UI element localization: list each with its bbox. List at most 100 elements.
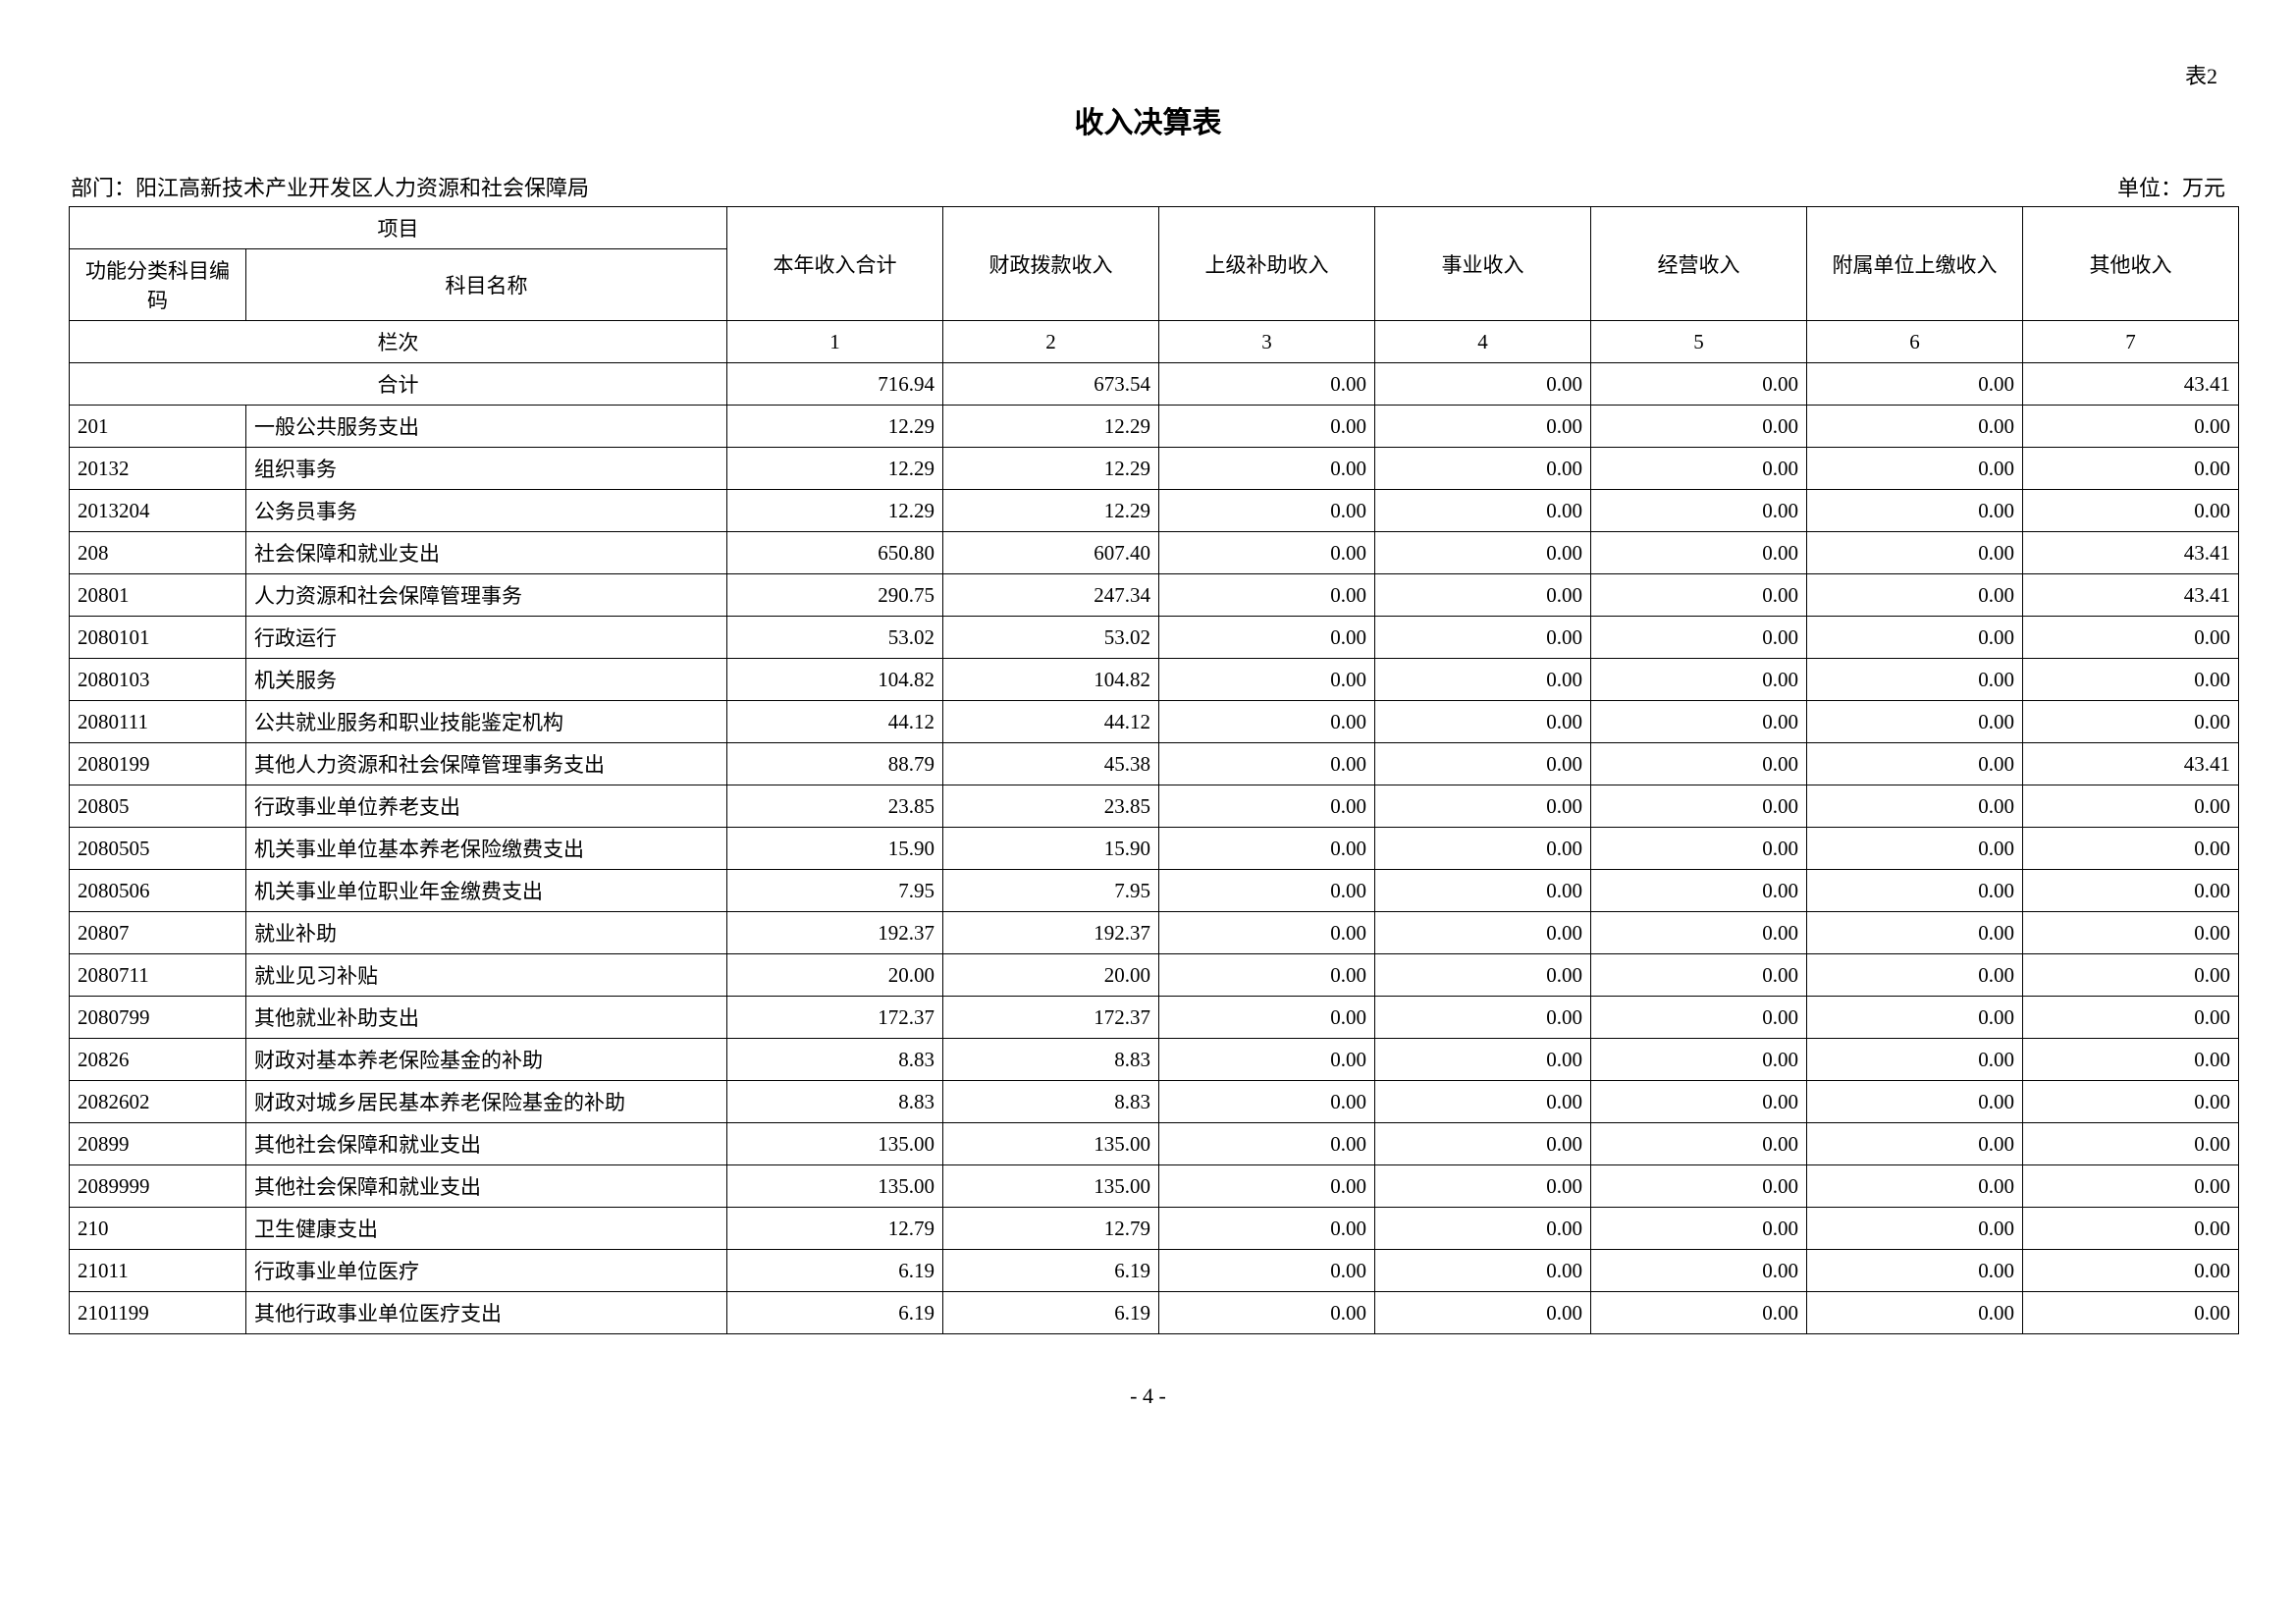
value-cell: 0.00 — [1375, 1208, 1591, 1250]
value-cell: 0.00 — [2023, 659, 2239, 701]
value-cell: 0.00 — [1375, 406, 1591, 448]
header-col-3: 上级补助收入 — [1159, 207, 1375, 321]
table-label: 表2 — [69, 59, 2227, 90]
value-cell: 0.00 — [1159, 1039, 1375, 1081]
department-prefix: 部门： — [71, 176, 135, 200]
value-cell: 44.12 — [943, 701, 1159, 743]
value-cell: 6.19 — [943, 1250, 1159, 1292]
value-cell: 12.29 — [727, 406, 943, 448]
value-cell: 0.00 — [2023, 997, 2239, 1039]
value-cell: 0.00 — [1591, 1250, 1807, 1292]
value-cell: 0.00 — [1375, 828, 1591, 870]
value-cell: 0.00 — [1159, 406, 1375, 448]
table-row: 20899其他社会保障和就业支出135.00135.000.000.000.00… — [70, 1123, 2239, 1165]
value-cell: 0.00 — [1807, 997, 2023, 1039]
value-cell: 0.00 — [1591, 490, 1807, 532]
table-row: 2089999其他社会保障和就业支出135.00135.000.000.000.… — [70, 1165, 2239, 1208]
value-cell: 0.00 — [1159, 701, 1375, 743]
value-cell: 0.00 — [1807, 532, 2023, 574]
value-cell: 0.00 — [1375, 448, 1591, 490]
value-cell: 247.34 — [943, 574, 1159, 617]
value-cell: 0.00 — [2023, 785, 2239, 828]
value-cell: 8.83 — [727, 1039, 943, 1081]
table-row: 2080111公共就业服务和职业技能鉴定机构44.1244.120.000.00… — [70, 701, 2239, 743]
lanci-4: 4 — [1375, 321, 1591, 363]
code-cell: 2082602 — [70, 1081, 246, 1123]
value-cell: 0.00 — [1375, 701, 1591, 743]
value-cell: 0.00 — [1375, 785, 1591, 828]
value-cell: 135.00 — [727, 1123, 943, 1165]
table-row: 2080506机关事业单位职业年金缴费支出7.957.950.000.000.0… — [70, 870, 2239, 912]
table-row: 2080505机关事业单位基本养老保险缴费支出15.9015.900.000.0… — [70, 828, 2239, 870]
value-cell: 607.40 — [943, 532, 1159, 574]
value-cell: 0.00 — [1807, 448, 2023, 490]
value-cell: 43.41 — [2023, 363, 2239, 406]
value-cell: 0.00 — [1807, 828, 2023, 870]
lanci-6: 6 — [1807, 321, 2023, 363]
code-cell: 20132 — [70, 448, 246, 490]
value-cell: 0.00 — [2023, 701, 2239, 743]
value-cell: 0.00 — [1375, 997, 1591, 1039]
value-cell: 650.80 — [727, 532, 943, 574]
unit-label: 单位：万元 — [2117, 171, 2225, 202]
header-col-7: 其他收入 — [2023, 207, 2239, 321]
value-cell: 0.00 — [1807, 1081, 2023, 1123]
table-row: 210卫生健康支出12.7912.790.000.000.000.000.00 — [70, 1208, 2239, 1250]
value-cell: 8.83 — [943, 1039, 1159, 1081]
name-cell: 机关事业单位基本养老保险缴费支出 — [246, 828, 727, 870]
page-number: - 4 - — [69, 1383, 2227, 1409]
table-row: 2080199其他人力资源和社会保障管理事务支出88.7945.380.000.… — [70, 743, 2239, 785]
value-cell: 0.00 — [1807, 1123, 2023, 1165]
code-cell: 2080506 — [70, 870, 246, 912]
value-cell: 0.00 — [1159, 1081, 1375, 1123]
table-row: 20132组织事务12.2912.290.000.000.000.000.00 — [70, 448, 2239, 490]
value-cell: 0.00 — [1807, 363, 2023, 406]
value-cell: 0.00 — [1807, 406, 2023, 448]
value-cell: 0.00 — [1159, 1250, 1375, 1292]
table-row: 201一般公共服务支出12.2912.290.000.000.000.000.0… — [70, 406, 2239, 448]
name-cell: 机关事业单位职业年金缴费支出 — [246, 870, 727, 912]
value-cell: 0.00 — [1375, 617, 1591, 659]
code-cell: 2101199 — [70, 1292, 246, 1334]
value-cell: 12.29 — [727, 490, 943, 532]
value-cell: 0.00 — [1591, 532, 1807, 574]
value-cell: 0.00 — [1807, 701, 2023, 743]
name-cell: 就业补助 — [246, 912, 727, 954]
value-cell: 0.00 — [2023, 490, 2239, 532]
value-cell: 12.79 — [727, 1208, 943, 1250]
value-cell: 15.90 — [943, 828, 1159, 870]
table-row: 2080101行政运行53.0253.020.000.000.000.000.0… — [70, 617, 2239, 659]
value-cell: 0.00 — [1591, 828, 1807, 870]
lanci-row: 栏次 1 2 3 4 5 6 7 — [70, 321, 2239, 363]
value-cell: 0.00 — [2023, 870, 2239, 912]
value-cell: 0.00 — [1159, 954, 1375, 997]
value-cell: 0.00 — [1807, 1292, 2023, 1334]
value-cell: 135.00 — [943, 1123, 1159, 1165]
value-cell: 0.00 — [1591, 1208, 1807, 1250]
value-cell: 0.00 — [1591, 1039, 1807, 1081]
value-cell: 88.79 — [727, 743, 943, 785]
value-cell: 0.00 — [2023, 1292, 2239, 1334]
department-name: 阳江高新技术产业开发区人力资源和社会保障局 — [135, 176, 589, 200]
value-cell: 0.00 — [1159, 828, 1375, 870]
code-cell: 2080103 — [70, 659, 246, 701]
value-cell: 0.00 — [1807, 785, 2023, 828]
value-cell: 0.00 — [1375, 532, 1591, 574]
table-row: 2080799其他就业补助支出172.37172.370.000.000.000… — [70, 997, 2239, 1039]
value-cell: 192.37 — [943, 912, 1159, 954]
value-cell: 23.85 — [943, 785, 1159, 828]
lanci-5: 5 — [1591, 321, 1807, 363]
lanci-label: 栏次 — [70, 321, 727, 363]
value-cell: 0.00 — [1375, 1081, 1591, 1123]
header-row-1: 项目 本年收入合计 财政拨款收入 上级补助收入 事业收入 经营收入 附属单位上缴… — [70, 207, 2239, 249]
value-cell: 0.00 — [1591, 912, 1807, 954]
value-cell: 0.00 — [1159, 574, 1375, 617]
value-cell: 12.79 — [943, 1208, 1159, 1250]
value-cell: 0.00 — [1591, 997, 1807, 1039]
value-cell: 0.00 — [1591, 406, 1807, 448]
value-cell: 0.00 — [1375, 1165, 1591, 1208]
value-cell: 0.00 — [1807, 743, 2023, 785]
value-cell: 43.41 — [2023, 574, 2239, 617]
value-cell: 12.29 — [943, 490, 1159, 532]
value-cell: 53.02 — [727, 617, 943, 659]
